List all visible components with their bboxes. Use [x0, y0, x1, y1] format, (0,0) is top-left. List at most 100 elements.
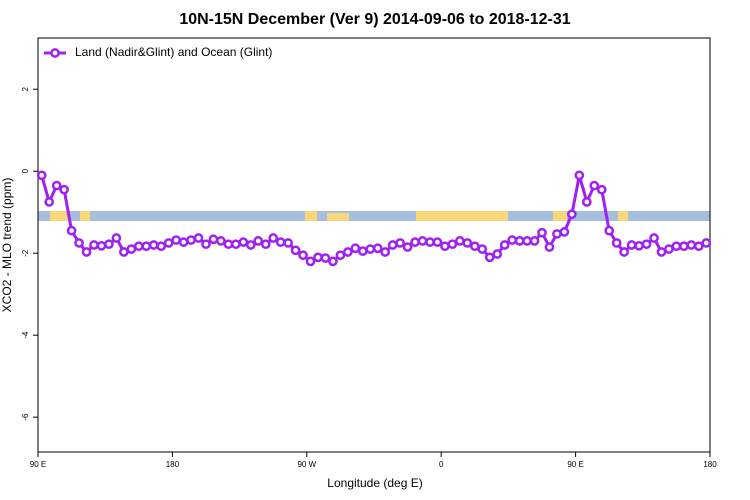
- point: [425, 237, 435, 247]
- x-tick-label: 90 W: [297, 460, 316, 469]
- point: [298, 250, 308, 261]
- point: [66, 225, 77, 236]
- point: [604, 225, 615, 236]
- point: [656, 247, 667, 257]
- point: [455, 236, 465, 246]
- point: [544, 242, 555, 252]
- land-sea-strip: [38, 211, 710, 221]
- point: [567, 209, 577, 220]
- point: [59, 184, 69, 195]
- point: [492, 249, 503, 259]
- y-tick-label: -6: [21, 413, 30, 421]
- point: [305, 256, 316, 267]
- point: [537, 227, 547, 238]
- point: [141, 241, 152, 252]
- legend-marker: [50, 48, 60, 58]
- point: [74, 238, 84, 248]
- point: [350, 243, 361, 254]
- point: [313, 252, 323, 263]
- point: [380, 247, 391, 257]
- point: [223, 239, 234, 250]
- point: [216, 236, 226, 246]
- point: [275, 237, 286, 247]
- point: [395, 238, 405, 248]
- point: [410, 237, 420, 247]
- point: [574, 170, 585, 181]
- point: [462, 238, 473, 248]
- point: [671, 241, 682, 252]
- point: [484, 252, 495, 263]
- point: [148, 240, 159, 250]
- point: [51, 180, 62, 191]
- point: [193, 233, 204, 243]
- point: [44, 197, 55, 207]
- point: [268, 233, 279, 243]
- point: [96, 240, 107, 251]
- point: [81, 247, 92, 257]
- point: [186, 235, 196, 245]
- point: [201, 239, 211, 250]
- point: [432, 237, 443, 247]
- point: [260, 239, 271, 250]
- point: [89, 240, 99, 250]
- point: [171, 235, 181, 245]
- point: [447, 239, 458, 250]
- point: [133, 241, 144, 252]
- point: [156, 241, 167, 252]
- point: [514, 236, 525, 246]
- chart-title: 10N-15N December (Ver 9) 2014-09-06 to 2…: [179, 11, 570, 28]
- point: [238, 237, 249, 247]
- x-tick-label: 90 E: [567, 460, 583, 469]
- point: [522, 236, 532, 246]
- point: [477, 244, 488, 254]
- point: [357, 246, 368, 256]
- point: [36, 170, 47, 181]
- point: [283, 238, 293, 248]
- y-tick-label: -2: [21, 249, 30, 257]
- point: [111, 233, 122, 243]
- point: [634, 240, 644, 251]
- point: [596, 184, 607, 195]
- point: [559, 227, 570, 237]
- x-tick-label: 180: [166, 460, 180, 469]
- y-tick-label: -4: [21, 331, 30, 339]
- point: [611, 238, 622, 248]
- point: [335, 250, 346, 261]
- point: [529, 236, 540, 246]
- point: [119, 247, 129, 257]
- point: [649, 233, 659, 243]
- point: [372, 243, 383, 254]
- point: [686, 240, 697, 250]
- x-tick-label: 90 E: [30, 460, 46, 469]
- point: [507, 235, 517, 245]
- point: [343, 247, 353, 257]
- point: [417, 236, 428, 246]
- point: [499, 240, 510, 250]
- point: [402, 242, 413, 252]
- point: [701, 238, 712, 248]
- point: [328, 256, 338, 267]
- legend-label: Land (Nadir&Glint) and Ocean (Glint): [75, 45, 272, 59]
- point: [253, 236, 264, 246]
- point: [290, 245, 301, 256]
- point: [693, 241, 704, 252]
- point: [320, 253, 331, 263]
- point: [126, 244, 137, 254]
- point: [231, 239, 241, 250]
- point: [469, 241, 480, 252]
- point: [104, 239, 114, 250]
- point: [208, 234, 219, 245]
- point: [365, 244, 376, 254]
- x-tick-label: 0: [439, 460, 444, 469]
- point: [581, 197, 592, 207]
- y-axis-label: XCO2 - MLO trend (ppm): [0, 178, 14, 313]
- point: [178, 237, 189, 247]
- x-axis-label: Longitude (deg E): [327, 476, 422, 490]
- point: [664, 244, 674, 254]
- y-tick-label: 2: [21, 86, 30, 91]
- point: [163, 238, 174, 248]
- point: [619, 247, 629, 257]
- point: [679, 241, 689, 252]
- point: [552, 229, 562, 239]
